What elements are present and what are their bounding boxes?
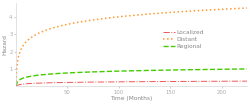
Distant — [188, 11, 192, 12]
Regional — [246, 68, 249, 70]
Localized — [246, 80, 249, 82]
Distant — [151, 13, 154, 14]
Distant — [169, 12, 172, 13]
Regional — [14, 86, 18, 87]
Regional — [188, 69, 192, 70]
Line: Regional: Regional — [16, 69, 247, 86]
Regional — [74, 72, 77, 73]
X-axis label: Time (Months): Time (Months) — [110, 96, 153, 101]
Distant — [246, 7, 249, 9]
Localized — [188, 81, 192, 82]
Localized — [169, 81, 172, 82]
Legend: Localized, Distant, Regional: Localized, Distant, Regional — [162, 29, 204, 50]
Distant — [56, 26, 58, 27]
Regional — [56, 73, 58, 74]
Localized — [14, 86, 18, 87]
Localized — [151, 81, 154, 82]
Distant — [14, 85, 18, 86]
Localized — [74, 82, 77, 83]
Regional — [169, 69, 172, 71]
Line: Localized: Localized — [16, 81, 247, 86]
Distant — [119, 16, 122, 17]
Localized — [119, 81, 122, 82]
Distant — [74, 22, 77, 23]
Line: Distant: Distant — [16, 8, 247, 86]
Localized — [56, 82, 58, 83]
Regional — [119, 70, 122, 72]
Y-axis label: Hazard: Hazard — [3, 34, 8, 55]
Regional — [151, 70, 154, 71]
